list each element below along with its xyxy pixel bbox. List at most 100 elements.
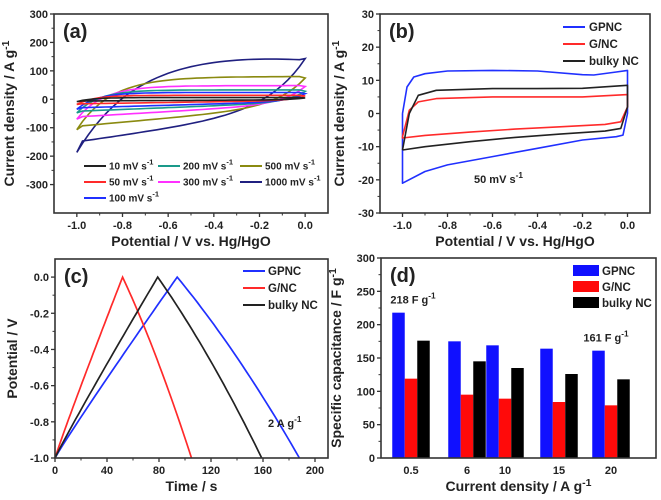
y-tick-label: -0.8	[30, 417, 49, 429]
panel-label: (b)	[389, 21, 415, 43]
cv-curve-1000-mV-s	[76, 57, 308, 153]
x-tick-label: 0.5	[403, 465, 418, 477]
legend-label: GPNC	[268, 266, 301, 278]
legend-item: 10 mV s-1	[84, 158, 153, 173]
y-tick-label: 10	[362, 75, 374, 87]
y-tick-label: -0.4	[30, 344, 50, 356]
y-axis-label: Current density / A g-1	[0, 40, 17, 186]
plot-frame	[54, 258, 329, 459]
legend-label: bulky NC	[268, 300, 318, 312]
x-tick-label: -0.4	[204, 220, 224, 232]
legend-label: 300 mV s-1	[183, 174, 233, 189]
x-tick-label: -0.8	[438, 220, 457, 232]
legend-label: 100 mV s-1	[109, 190, 159, 205]
legend-item: 100 mV s-1	[84, 190, 159, 205]
value-annotation: 218 F g-1	[390, 292, 436, 307]
y-tick-label: 300	[357, 253, 375, 265]
y-tick-label: 100	[30, 66, 48, 78]
y-axis-label: Potential / V	[4, 318, 20, 399]
gcd-curve-bulky-NC	[54, 275, 263, 459]
bar-G-NC	[604, 405, 618, 458]
x-axis-label: Potential / V vs. Hg/HgO	[435, 233, 595, 249]
y-axis-label-text: Current density / A g	[331, 50, 347, 187]
bar-GPNC	[486, 345, 499, 458]
legend: GPNC G/NC bulky NC	[563, 22, 639, 68]
x-tick-label: -0.2	[250, 220, 269, 232]
x-axis-label-sup: -1	[582, 477, 591, 489]
legend-item: bulky NC	[573, 297, 652, 310]
x-tick-label: 0.0	[620, 220, 635, 232]
gcd-curve-GPNC	[54, 275, 301, 459]
legend-label-text: 50 mV s	[109, 178, 147, 189]
cv-curve-200-mV-s	[76, 89, 308, 114]
gcd-curve-G-NC	[54, 274, 193, 459]
legend-label: G/NC	[602, 282, 631, 294]
legend-swatch	[573, 265, 599, 276]
legend-label: 200 mV s-1	[183, 158, 233, 173]
legend: GPNC G/NC bulky NC	[573, 265, 652, 310]
y-tick-label: 0	[368, 109, 374, 121]
legend-label: G/NC	[268, 283, 297, 295]
cv-curve-GPNC	[401, 69, 629, 184]
y-axis-label-sup: -1	[330, 40, 342, 49]
y-tick-label: -300	[26, 180, 48, 192]
value-annotation: 161 F g-1	[583, 330, 629, 345]
bar-G-NC	[498, 398, 512, 458]
bar-GPNC	[448, 341, 461, 458]
legend-label-sup: -1	[308, 158, 315, 167]
y-tick-label: -10	[358, 142, 374, 154]
x-tick-label: -0.4	[528, 220, 548, 232]
value-annotation-text: 218 F g	[390, 295, 428, 307]
scan-rate-annotation: 50 mV s-1	[474, 171, 523, 186]
legend-item: GPNC	[573, 265, 635, 278]
scan-rate-annotation-sup: -1	[516, 171, 524, 180]
legend-item: GPNC	[563, 22, 622, 34]
bar-GPNC	[392, 312, 405, 458]
x-tick-label: 20	[605, 465, 617, 477]
panel-label: (d)	[390, 265, 416, 287]
y-axis-label-text: Specific capacitance / F g	[328, 277, 344, 447]
cv-curve-bulky-NC	[401, 84, 629, 151]
legend-item: bulky NC	[243, 300, 318, 312]
value-annotation-sup: -1	[621, 330, 629, 339]
bar-G-NC	[552, 402, 566, 458]
value-annotation-sup: -1	[428, 292, 436, 301]
bar-GPNC	[540, 348, 553, 458]
x-tick-label: -0.6	[159, 220, 178, 232]
legend-item: GPNC	[243, 266, 301, 278]
y-tick-label: 0	[369, 453, 375, 465]
legend-label-sup: -1	[147, 174, 154, 183]
y-axis-label-sup: -1	[327, 268, 339, 277]
legend-label-text: 500 mV s	[265, 162, 309, 173]
y-axis-label: Current density / A g-1	[330, 40, 347, 186]
x-axis-label: Potential / V vs. Hg/HgO	[111, 233, 271, 249]
panel-label: (a)	[63, 21, 87, 43]
x-tick-label: 15	[553, 465, 565, 477]
legend-label-sup: -1	[147, 158, 154, 167]
legend-item: 300 mV s-1	[158, 174, 233, 189]
x-tick-label: -1.0	[393, 220, 412, 232]
legend-label: GPNC	[602, 266, 635, 278]
y-tick-label: 0.0	[34, 272, 49, 284]
legend-item: 500 mV s-1	[240, 158, 315, 173]
x-tick-label: -0.8	[113, 220, 132, 232]
legend-label: 50 mV s-1	[109, 174, 153, 189]
bar-G-NC	[460, 394, 474, 458]
legend-label: 10 mV s-1	[109, 158, 153, 173]
legend-item: 50 mV s-1	[84, 174, 153, 189]
y-axis-label-sup: -1	[0, 40, 12, 49]
x-tick-label: 0	[52, 465, 58, 477]
legend-label: bulky NC	[589, 56, 639, 68]
y-tick-label: 0	[42, 94, 48, 106]
bar-G-NC	[404, 378, 418, 458]
legend-label-sup: -1	[152, 190, 159, 199]
y-tick-label: 30	[362, 9, 374, 21]
current-density-annotation-text: 2 A g	[268, 418, 294, 430]
x-axis-label-text: Potential / V vs. Hg/HgO	[111, 233, 271, 249]
x-axis-label: Time / s	[166, 478, 218, 494]
y-tick-label: -100	[26, 123, 48, 135]
y-tick-label: 20	[362, 42, 374, 54]
x-axis-label-text: Potential / V vs. Hg/HgO	[435, 233, 595, 249]
